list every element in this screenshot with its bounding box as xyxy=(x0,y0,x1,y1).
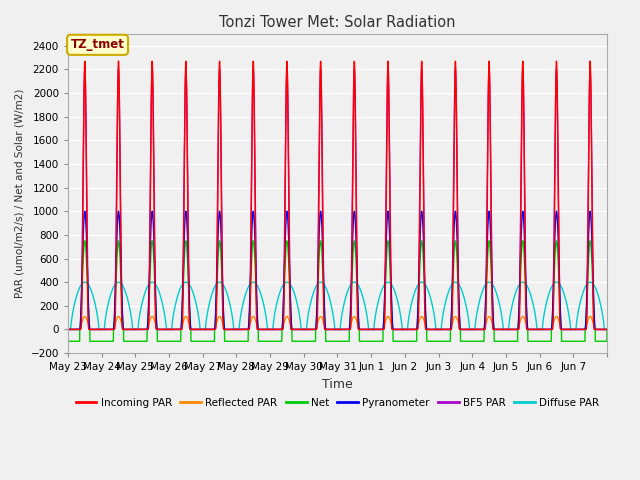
Diffuse PAR xyxy=(512,289,520,295)
X-axis label: Time: Time xyxy=(322,378,353,391)
Reflected PAR xyxy=(81,313,89,319)
Incoming PAR xyxy=(81,58,89,64)
Net xyxy=(81,238,89,244)
Pyranometer xyxy=(81,208,89,214)
Pyranometer xyxy=(387,255,394,261)
Pyranometer xyxy=(512,326,520,332)
Incoming PAR xyxy=(603,326,611,332)
Diffuse PAR xyxy=(64,326,72,332)
Line: Pyranometer: Pyranometer xyxy=(68,211,607,329)
Diffuse PAR xyxy=(526,289,534,295)
Pyranometer xyxy=(176,326,184,332)
BF5 PAR xyxy=(512,326,520,332)
Diffuse PAR xyxy=(176,287,184,292)
Reflected PAR xyxy=(358,326,365,332)
Line: Net: Net xyxy=(68,241,607,341)
Pyranometer xyxy=(486,209,493,215)
BF5 PAR xyxy=(603,326,611,332)
BF5 PAR xyxy=(526,326,534,332)
Reflected PAR xyxy=(526,326,534,332)
Reflected PAR xyxy=(176,326,184,332)
Net xyxy=(64,338,72,344)
Net xyxy=(358,338,365,344)
Incoming PAR xyxy=(64,326,72,332)
Pyranometer xyxy=(526,326,534,332)
Reflected PAR xyxy=(603,326,611,332)
Line: Diffuse PAR: Diffuse PAR xyxy=(68,282,607,329)
Line: BF5 PAR: BF5 PAR xyxy=(68,70,607,329)
Net xyxy=(486,238,493,244)
Net xyxy=(526,338,534,344)
Net xyxy=(603,326,611,332)
Incoming PAR xyxy=(387,251,394,256)
Diffuse PAR xyxy=(358,289,365,295)
Incoming PAR xyxy=(512,326,520,332)
BF5 PAR xyxy=(176,326,184,332)
BF5 PAR xyxy=(81,67,89,72)
Title: Tonzi Tower Met: Solar Radiation: Tonzi Tower Met: Solar Radiation xyxy=(220,15,456,30)
BF5 PAR xyxy=(387,219,394,225)
Reflected PAR xyxy=(387,318,394,324)
Reflected PAR xyxy=(486,313,493,319)
Reflected PAR xyxy=(64,326,72,332)
BF5 PAR xyxy=(486,68,493,74)
Incoming PAR xyxy=(358,326,365,332)
Incoming PAR xyxy=(486,60,493,66)
Line: Incoming PAR: Incoming PAR xyxy=(68,61,607,329)
Net xyxy=(176,338,184,344)
Pyranometer xyxy=(603,326,611,332)
Line: Reflected PAR: Reflected PAR xyxy=(68,316,607,329)
Net xyxy=(387,273,394,279)
Diffuse PAR xyxy=(81,279,89,285)
Incoming PAR xyxy=(526,326,534,332)
Text: TZ_tmet: TZ_tmet xyxy=(70,38,125,51)
Pyranometer xyxy=(64,326,72,332)
Legend: Incoming PAR, Reflected PAR, Net, Pyranometer, BF5 PAR, Diffuse PAR: Incoming PAR, Reflected PAR, Net, Pyrano… xyxy=(72,394,604,412)
Y-axis label: PAR (umol/m2/s) / Net and Solar (W/m2): PAR (umol/m2/s) / Net and Solar (W/m2) xyxy=(15,89,25,298)
Diffuse PAR xyxy=(603,326,611,332)
BF5 PAR xyxy=(358,326,365,332)
Incoming PAR xyxy=(176,326,184,332)
Diffuse PAR xyxy=(486,279,493,285)
BF5 PAR xyxy=(64,326,72,332)
Reflected PAR xyxy=(512,326,520,332)
Diffuse PAR xyxy=(387,280,394,286)
Pyranometer xyxy=(358,326,365,332)
Net xyxy=(512,338,520,344)
